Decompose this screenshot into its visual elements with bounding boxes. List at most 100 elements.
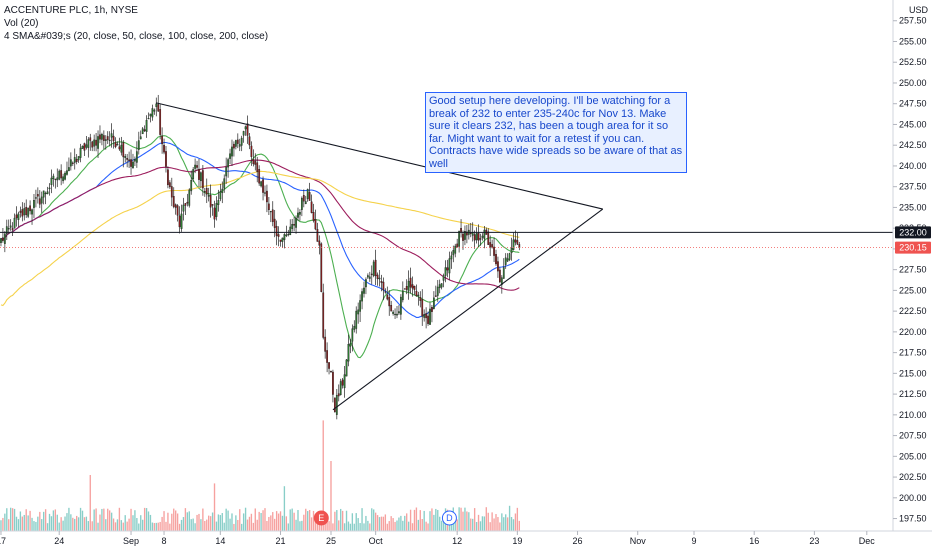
- candle-body: [267, 203, 270, 211]
- volume-indicator-label[interactable]: Vol (20): [4, 18, 39, 29]
- candle: [304, 195, 307, 205]
- volume-bar: [277, 513, 280, 531]
- volume-bar: [44, 509, 47, 531]
- price-tick-label: 225.00: [899, 285, 927, 295]
- candle-body: [454, 245, 457, 254]
- volume-bar: [11, 508, 14, 531]
- candle-body: [15, 214, 18, 219]
- candle: [275, 220, 278, 246]
- volume-bar: [202, 508, 204, 531]
- symbol-title[interactable]: ACCENTURE PLC, 1h, NYSE: [4, 5, 138, 16]
- candle-body: [46, 191, 49, 194]
- candle-body: [66, 170, 68, 175]
- candle: [50, 169, 53, 194]
- candle-body: [229, 153, 231, 159]
- candle-body: [9, 225, 12, 228]
- volume-bar: [485, 507, 487, 531]
- candle: [366, 273, 369, 280]
- price-tick-label: 235.00: [899, 202, 927, 212]
- candle-body: [7, 228, 10, 230]
- volume-bar: [25, 509, 27, 531]
- volume-bar: [105, 519, 107, 531]
- candle-body: [359, 300, 361, 312]
- candle: [233, 141, 235, 157]
- price-tick-label: 205.00: [899, 451, 927, 461]
- candle-body: [337, 393, 340, 397]
- volume-bar: [326, 514, 328, 531]
- volume-bar: [343, 523, 346, 531]
- candle: [368, 271, 371, 282]
- candle-body: [56, 177, 59, 181]
- volume-bar: [176, 513, 179, 531]
- candle-body: [450, 255, 453, 260]
- time-tick-label: Oct: [369, 536, 384, 546]
- volume-bar: [392, 518, 394, 531]
- candle-body: [219, 191, 222, 200]
- candle-body: [176, 205, 179, 216]
- candles[interactable]: [0, 94, 521, 420]
- volume-bar: [390, 516, 392, 531]
- price-tick-label: 240.00: [899, 161, 927, 171]
- candle-body: [93, 139, 96, 147]
- candle: [250, 141, 253, 166]
- candle: [306, 188, 309, 202]
- volume-bar: [501, 513, 503, 531]
- candle-body: [444, 267, 447, 276]
- candle-body: [135, 151, 138, 163]
- candle-body: [425, 313, 427, 319]
- candle-body: [343, 374, 346, 389]
- candle-body: [81, 145, 84, 149]
- trendlines[interactable]: [0, 102, 893, 411]
- candle: [116, 141, 119, 146]
- candle: [293, 216, 295, 232]
- volume-bar: [334, 511, 336, 531]
- volume-bar: [39, 511, 41, 531]
- candle: [85, 136, 88, 150]
- candle-body: [285, 234, 288, 237]
- volume-bar: [308, 510, 311, 531]
- candle-body: [283, 234, 286, 240]
- volume-bar: [122, 522, 124, 531]
- volume-bar: [29, 510, 31, 531]
- volume-bar: [423, 510, 425, 531]
- candle: [79, 143, 82, 163]
- candle: [190, 170, 193, 195]
- candle: [502, 258, 505, 279]
- volume-bar: [466, 511, 468, 531]
- candle: [25, 199, 28, 218]
- candle: [58, 169, 61, 181]
- candle-body: [254, 161, 257, 165]
- volume-bar: [270, 515, 272, 531]
- candle: [0, 237, 2, 247]
- volume-bar: [46, 523, 49, 531]
- candle: [380, 274, 383, 292]
- candle-body: [351, 328, 354, 342]
- candle: [376, 272, 379, 286]
- candle-body: [481, 235, 484, 238]
- volume-bar: [491, 512, 493, 531]
- volume-bar: [503, 517, 505, 531]
- candle: [322, 283, 325, 340]
- candle-body: [19, 210, 22, 213]
- candle: [436, 280, 439, 302]
- candle: [273, 209, 276, 238]
- sma-indicator-label[interactable]: 4 SMA&#039;s (20, close, 50, close, 100,…: [4, 31, 269, 42]
- volume-bar: [336, 510, 338, 531]
- volume-bar: [468, 512, 470, 531]
- volume-bar: [235, 515, 237, 531]
- volume-bar: [442, 521, 445, 531]
- volume-bar: [85, 516, 88, 531]
- candle: [355, 306, 358, 334]
- trade-note-annotation[interactable]: Good setup here developing. I'll be watc…: [425, 92, 687, 173]
- candle: [231, 139, 233, 166]
- candle-body: [236, 139, 239, 144]
- volume-bar: [258, 511, 260, 531]
- candle: [487, 228, 490, 246]
- current-price-badge: [895, 241, 931, 254]
- current-price-label: 230.15: [899, 243, 927, 253]
- volume-bar: [103, 508, 105, 531]
- volume-bar: [180, 519, 183, 531]
